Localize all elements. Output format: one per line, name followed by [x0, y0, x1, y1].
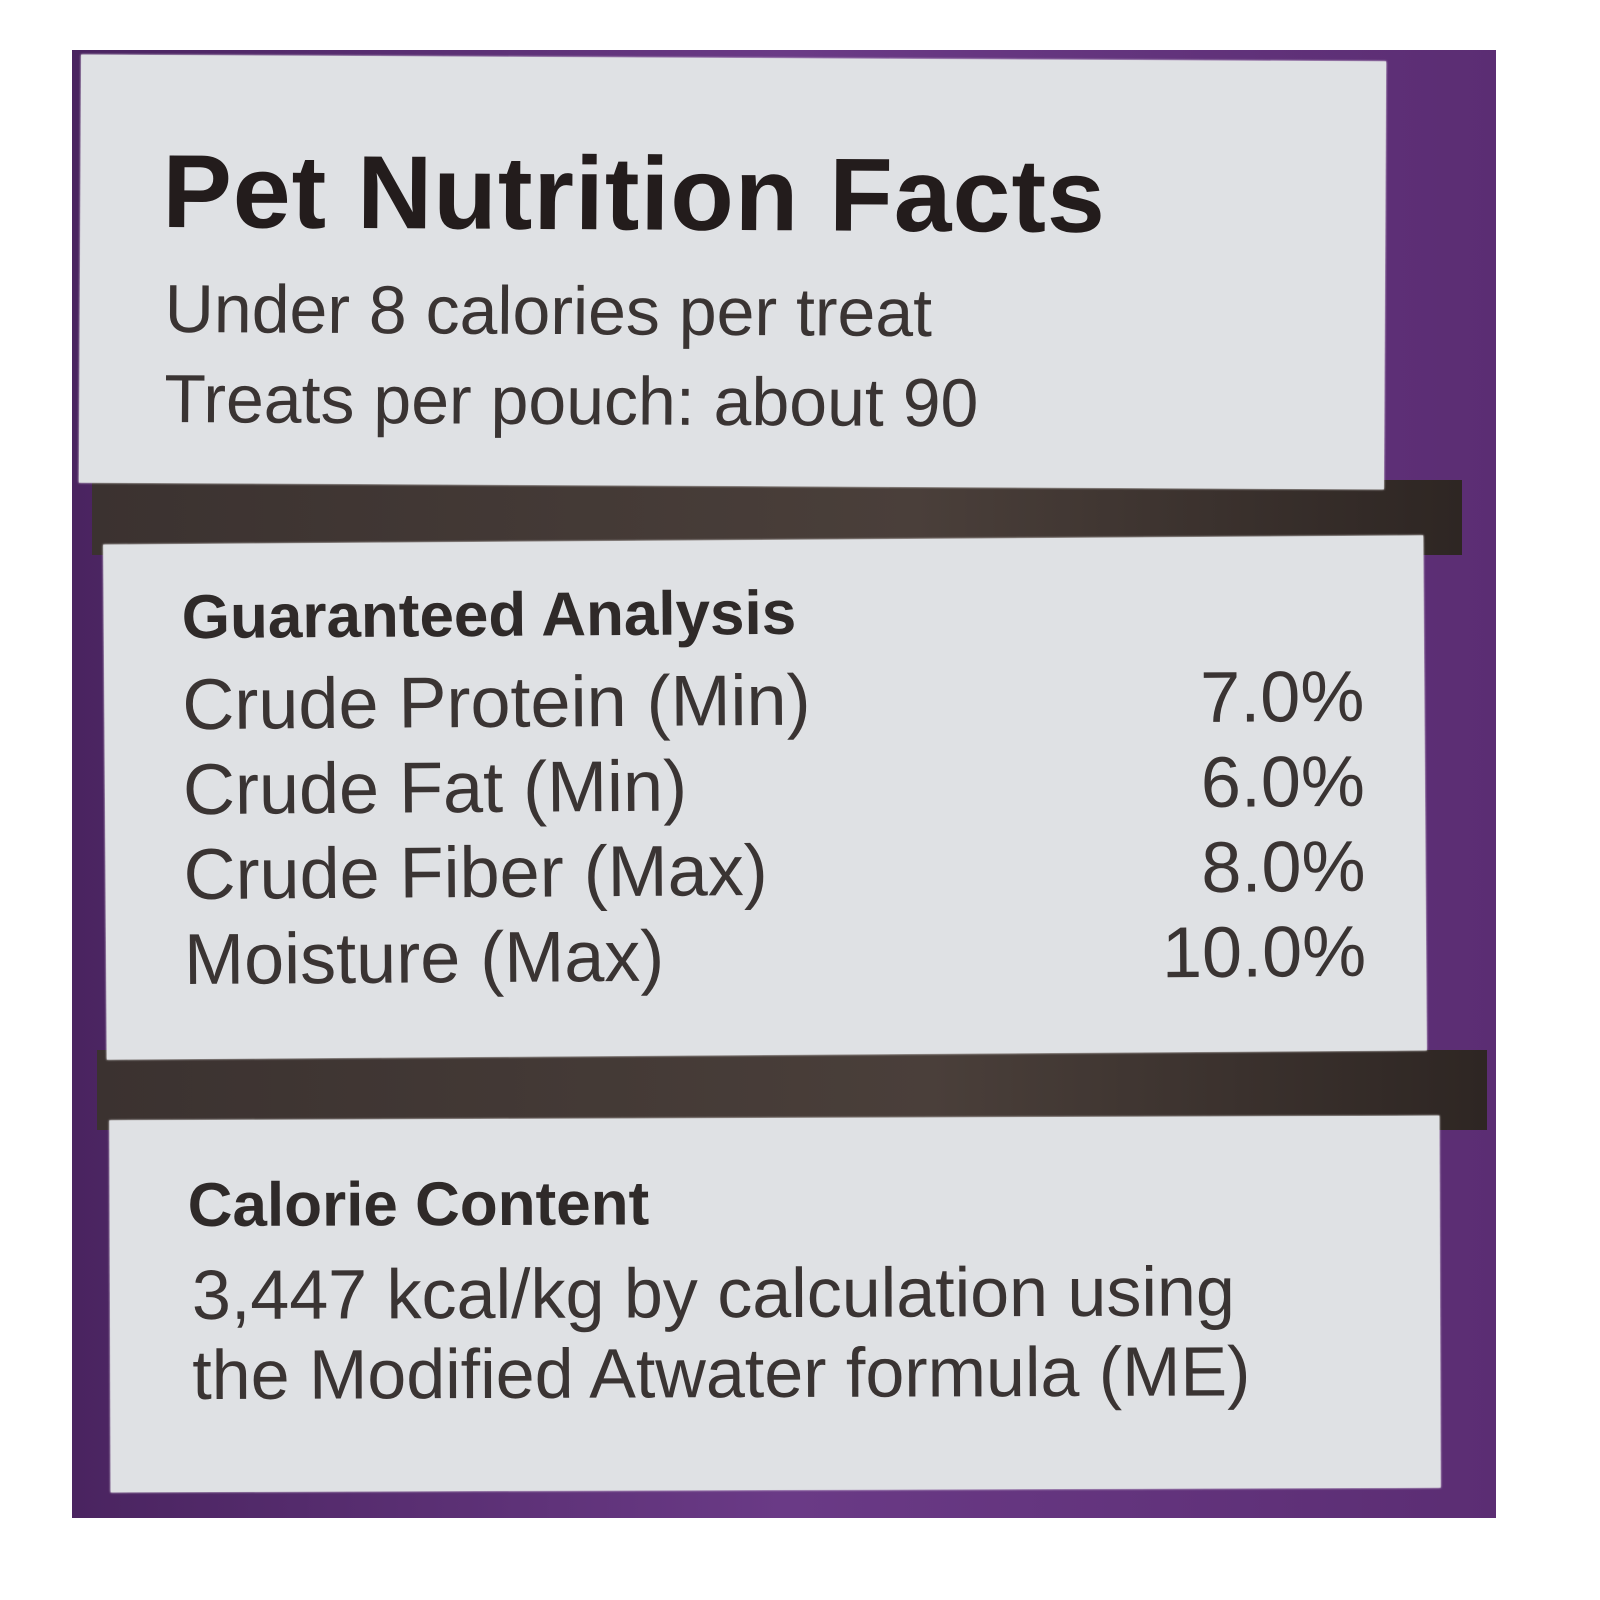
row-name: Crude Protein (Min)	[182, 660, 811, 746]
calorie-heading: Calorie Content	[187, 1169, 650, 1241]
analysis-row: Crude Fat (Min) 6.0%	[183, 741, 1366, 831]
nutrition-facts-panel: Pet Nutrition Facts Under 8 calories per…	[78, 54, 1387, 490]
row-value: 10.0%	[1161, 911, 1367, 994]
analysis-row: Crude Fiber (Max) 8.0%	[183, 826, 1366, 916]
calorie-line-1: 3,447 kcal/kg by calculation using	[191, 1252, 1235, 1335]
row-name: Crude Fat (Min)	[182, 746, 688, 831]
row-name: Crude Fiber (Max)	[183, 830, 768, 916]
analysis-heading: Guaranteed Analysis	[181, 578, 797, 653]
row-value: 8.0%	[1201, 826, 1366, 908]
row-value: 6.0%	[1200, 741, 1366, 823]
calorie-content-panel: Calorie Content 3,447 kcal/kg by calcula…	[109, 1115, 1441, 1493]
row-value: 7.0%	[1199, 656, 1365, 738]
label-title: Pet Nutrition Facts	[162, 134, 1107, 255]
row-name: Moisture (Max)	[183, 916, 665, 1001]
calories-per-treat: Under 8 calories per treat	[164, 271, 933, 352]
analysis-row: Crude Protein (Min) 7.0%	[182, 656, 1365, 746]
treats-per-pouch: Treats per pouch: about 90	[164, 361, 979, 442]
analysis-row: Moisture (Max) 10.0%	[184, 911, 1367, 1001]
guaranteed-analysis-panel: Guaranteed Analysis Crude Protein (Min) 7…	[103, 535, 1427, 1060]
calorie-line-2: the Modified Atwater formula (ME)	[192, 1332, 1251, 1415]
